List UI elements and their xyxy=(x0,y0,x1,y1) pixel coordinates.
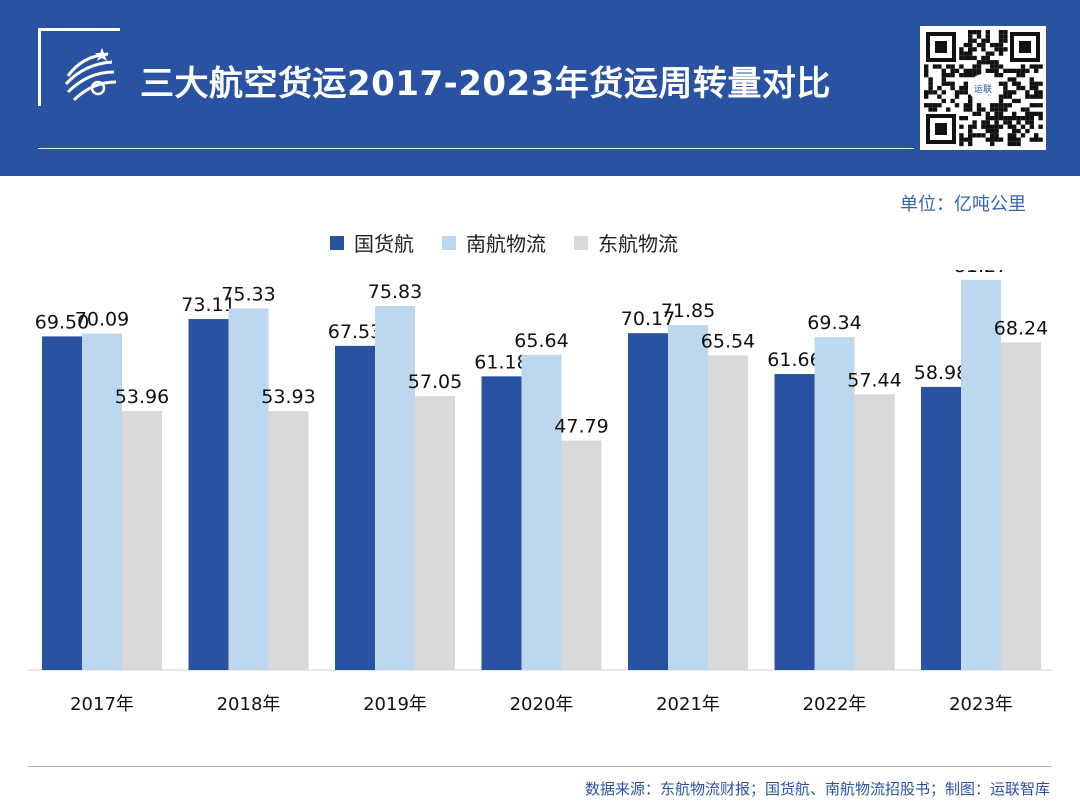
bar-3-4 xyxy=(561,440,602,670)
data-label-3-5: 65.54 xyxy=(701,330,755,352)
bar-1-1 xyxy=(42,336,82,670)
x-tick-label-6: 2022年 xyxy=(803,694,867,715)
bar-1-4 xyxy=(481,376,522,670)
legend-item-series-1: 国货航 xyxy=(330,228,414,257)
bar-2-1 xyxy=(82,333,122,670)
brand-logo-icon xyxy=(64,48,117,102)
page-title: 三大航空货运2017-2023年货运周转量对比 xyxy=(140,64,831,104)
unit-label: 单位：亿吨公里 xyxy=(900,194,1026,215)
bar-3-7 xyxy=(1001,342,1041,670)
bar-3-6 xyxy=(854,394,895,670)
header-bracket-vertical xyxy=(38,28,41,106)
data-label-1-2: 73.11 xyxy=(181,294,235,316)
data-label-2-1: 70.09 xyxy=(75,309,129,331)
bar-1-6 xyxy=(774,374,815,670)
data-label-2-3: 75.83 xyxy=(368,281,422,303)
qr-logo-text: 运联 xyxy=(974,84,992,95)
data-label-1-1: 69.50 xyxy=(35,311,89,333)
x-tick-label-1: 2017年 xyxy=(70,694,134,715)
bar-3-1 xyxy=(122,410,162,670)
legend-swatch-series-2 xyxy=(442,235,456,250)
data-label-1-7: 58.98 xyxy=(914,362,968,384)
chart-legend: 国货航 南航物流 东航物流 xyxy=(330,228,678,257)
data-label-2-4: 65.64 xyxy=(514,330,568,352)
data-label-3-6: 57.44 xyxy=(847,369,901,391)
x-tick-label-7: 2023年 xyxy=(949,694,1013,715)
legend-label-series-2: 南航物流 xyxy=(466,232,546,256)
data-label-3-7: 68.24 xyxy=(994,317,1048,339)
x-tick-label-4: 2020年 xyxy=(510,694,574,715)
legend-item-series-3: 东航物流 xyxy=(574,228,678,257)
bar-3-3 xyxy=(415,396,455,670)
x-tick-label-2: 2018年 xyxy=(217,694,281,715)
legend-label-series-3: 东航物流 xyxy=(598,232,678,256)
header-banner: 三大航空货运2017-2023年货运周转量对比 运联 xyxy=(0,0,1080,176)
bar-1-7 xyxy=(921,386,961,670)
data-label-3-3: 57.05 xyxy=(408,371,462,393)
data-label-3-1: 53.96 xyxy=(115,386,169,408)
legend-label-series-1: 国货航 xyxy=(354,232,414,256)
source-note: 数据来源：东航物流财报；国货航、南航物流招股书；制图：运联智库 xyxy=(584,780,1050,798)
data-label-1-3: 67.53 xyxy=(328,321,382,343)
bar-1-3 xyxy=(335,345,375,670)
data-label-2-2: 75.33 xyxy=(221,283,275,305)
legend-swatch-series-3 xyxy=(574,235,588,250)
data-label-2-6: 69.34 xyxy=(807,312,861,334)
qr-code-icon: 运联 xyxy=(920,26,1046,150)
bar-2-7 xyxy=(961,279,1001,670)
header-underline xyxy=(38,148,914,149)
bar-2-2 xyxy=(228,308,269,670)
data-label-3-4: 47.79 xyxy=(554,416,608,438)
bar-2-6 xyxy=(814,337,855,670)
data-label-1-5: 70.17 xyxy=(621,308,675,330)
x-tick-label-5: 2021年 xyxy=(656,694,720,715)
x-tick-label-3: 2019年 xyxy=(363,694,427,715)
bar-1-2 xyxy=(188,319,229,670)
bar-3-5 xyxy=(708,355,748,670)
data-label-2-5: 71.85 xyxy=(661,300,715,322)
bar-2-3 xyxy=(375,306,415,670)
bar-3-2 xyxy=(268,411,309,670)
bar-2-4 xyxy=(521,354,562,670)
data-label-3-2: 53.93 xyxy=(261,386,315,408)
legend-swatch-series-1 xyxy=(330,235,344,250)
header-bracket-horizontal xyxy=(38,28,120,31)
data-label-1-4: 61.18 xyxy=(474,351,528,373)
legend-item-series-2: 南航物流 xyxy=(442,228,546,257)
data-label-2-7: 81.27 xyxy=(954,270,1008,277)
footer-divider xyxy=(28,766,1052,767)
data-label-1-6: 61.66 xyxy=(767,349,821,371)
bar-1-5 xyxy=(628,333,668,670)
bar-2-5 xyxy=(668,325,708,670)
